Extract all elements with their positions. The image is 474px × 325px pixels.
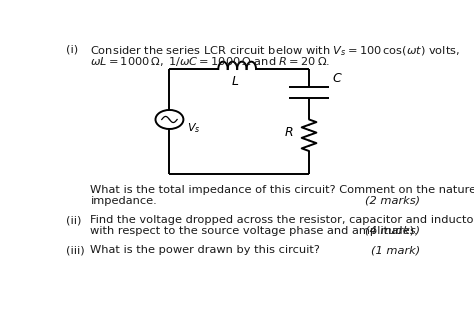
Text: What is the total impedance of this circuit? Comment on the nature of this: What is the total impedance of this circ… (91, 185, 474, 195)
Text: $\omega L = 1000\,\Omega,\;1/\omega C = 1000\,\Omega$ and $R = 20\,\Omega$.: $\omega L = 1000\,\Omega,\;1/\omega C = … (91, 55, 330, 68)
Text: (i): (i) (66, 45, 78, 55)
Text: $V_s$: $V_s$ (187, 121, 201, 135)
Text: $L$: $L$ (231, 75, 239, 88)
Text: $R$: $R$ (284, 126, 293, 139)
Text: Find the voltage dropped across the resistor, capacitor and inductor (both phase: Find the voltage dropped across the resi… (91, 215, 474, 226)
Text: (2 marks): (2 marks) (365, 196, 420, 206)
Text: (1 mark): (1 mark) (371, 245, 420, 255)
Text: (ii): (ii) (66, 215, 81, 226)
Text: (iii): (iii) (66, 245, 84, 255)
Text: with respect to the source voltage phase and amplitude).: with respect to the source voltage phase… (91, 226, 418, 236)
Text: $C$: $C$ (332, 72, 343, 85)
Text: What is the power drawn by this circuit?: What is the power drawn by this circuit? (91, 245, 320, 255)
Text: Consider the series LCR circuit below with $V_s = 100\,\cos(\omega t)$ volts,: Consider the series LCR circuit below wi… (91, 45, 460, 58)
Text: impedance.: impedance. (91, 196, 157, 206)
Text: (4 marks): (4 marks) (365, 226, 420, 236)
